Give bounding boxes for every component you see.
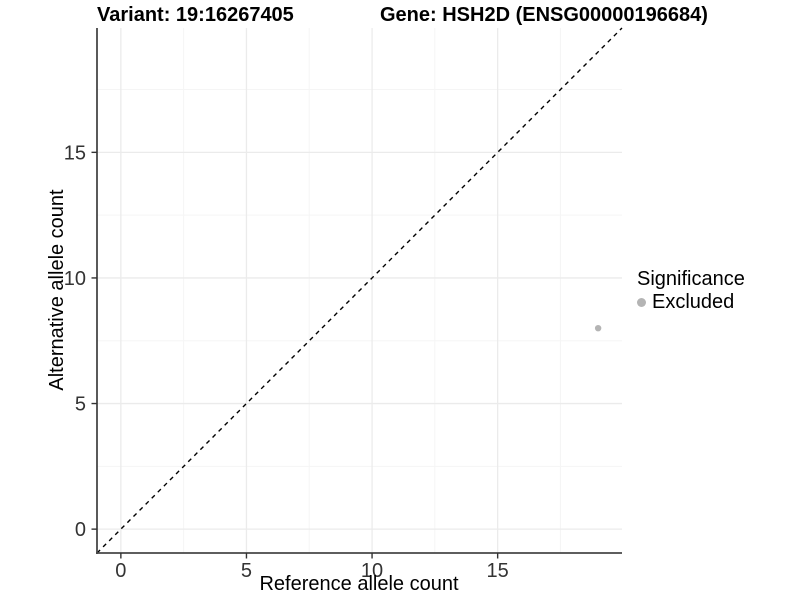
plot-title-variant: Variant: 19:16267405 (97, 4, 294, 26)
y-tick-label: 10 (64, 268, 86, 290)
x-axis-title: Reference allele count (259, 573, 459, 595)
x-tick-label: 0 (115, 560, 126, 582)
x-tick-label: 5 (241, 560, 252, 582)
y-axis-title: Alternative allele count (46, 189, 68, 391)
y-tick-label: 0 (75, 519, 86, 541)
x-tick-label: 15 (487, 560, 509, 582)
identity-dashed-line (96, 27, 623, 554)
y-tick-label: 5 (75, 394, 86, 416)
y-tick-label: 15 (64, 142, 86, 164)
excluded-point-icon (637, 298, 646, 307)
legend: Significance Excluded (637, 268, 745, 314)
legend-item-label: Excluded (652, 291, 735, 313)
legend-item-excluded: Excluded (637, 291, 745, 314)
legend-title: Significance (637, 268, 745, 290)
plot-title-gene: Gene: HSH2D (ENSG00000196684) (380, 4, 708, 26)
x-tick-label: 10 (361, 560, 383, 582)
data-point (594, 324, 602, 332)
